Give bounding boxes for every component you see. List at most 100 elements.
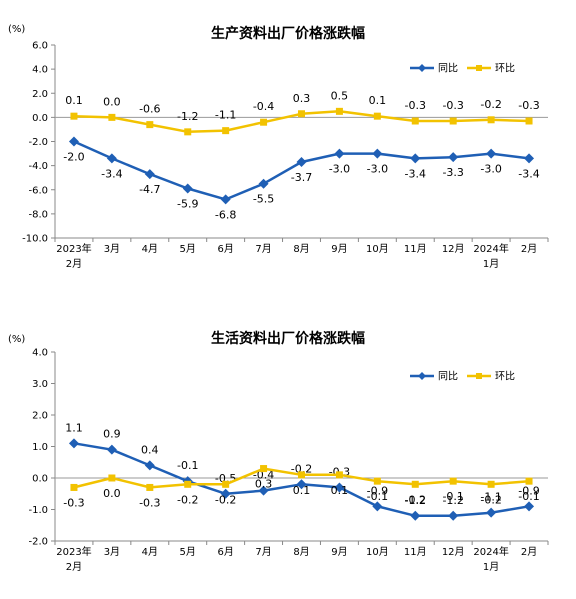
data-point-marker: [411, 117, 419, 125]
legend-item-yoy: 同比: [410, 63, 458, 75]
data-label: 0.4: [141, 443, 159, 456]
data-point-marker: [448, 510, 459, 521]
x-tick-label: 7月: [255, 243, 271, 255]
data-point-marker: [184, 128, 192, 136]
y-tick-label: 0.0: [32, 474, 48, 485]
y-tick-label: 2.0: [32, 411, 48, 422]
x-tick-label: 4月: [142, 243, 158, 255]
x-tick-label: 7月: [255, 546, 271, 558]
data-point-marker: [260, 118, 268, 126]
data-point-marker: [106, 444, 117, 455]
data-label: -3.4: [518, 167, 539, 180]
data-point-marker: [146, 121, 154, 129]
data-point-marker: [487, 116, 495, 124]
data-label: 0.3: [255, 478, 273, 491]
data-label: 0.0: [103, 487, 121, 500]
x-tick-label: 11月: [404, 243, 427, 255]
consumer-goods-chart: 生活资料出厂价格涨跌幅 (%) 4.0 3.0 2.0 1.0 0.0 -1.0 -2.0 202…: [0, 300, 576, 599]
data-point-marker: [335, 471, 343, 479]
legend-label: 同比: [438, 371, 458, 383]
data-label: 0.5: [331, 89, 349, 102]
data-point-marker: [298, 110, 305, 118]
x-tick-label: 9月: [331, 546, 347, 558]
x-tick-label: 2023年 2月: [56, 545, 91, 573]
data-point-marker: [258, 485, 269, 496]
data-point-marker: [524, 501, 535, 512]
data-label: -0.2: [215, 493, 236, 506]
data-label: -3.3: [442, 166, 463, 179]
data-point-marker: [108, 474, 116, 482]
y-unit-label: (%): [8, 24, 25, 35]
legend-label: 环比: [495, 371, 515, 383]
y-tick-label: 3.0: [32, 379, 48, 390]
y-tick-label: -4.0: [28, 161, 48, 172]
data-point-marker: [334, 148, 345, 159]
data-label: 0.1: [65, 94, 83, 107]
data-label: -0.9: [367, 484, 388, 497]
chart-title: 生活资料出厂价格涨跌幅: [211, 330, 365, 347]
data-label: -1.2: [405, 494, 426, 507]
x-tick-label: 4月: [142, 546, 158, 558]
data-point-marker: [260, 465, 268, 473]
data-label: -6.8: [215, 208, 236, 221]
data-point-marker: [68, 438, 79, 449]
x-tick-label: 8月: [293, 243, 309, 255]
data-point-marker: [334, 482, 345, 493]
data-label: -0.3: [63, 496, 84, 509]
x-tick-label: 6月: [217, 243, 233, 255]
data-label: -0.1: [518, 490, 539, 503]
data-point-marker: [525, 477, 533, 485]
x-tick-label: 2月: [521, 243, 537, 255]
data-label: -1.1: [215, 109, 236, 122]
data-point-marker: [524, 153, 535, 164]
data-point-marker: [258, 178, 269, 189]
data-label: -0.2: [480, 493, 501, 506]
data-label: -0.2: [405, 493, 426, 506]
data-point-marker: [410, 153, 421, 164]
data-label: -5.9: [177, 198, 198, 211]
data-label: -0.1: [367, 490, 388, 503]
data-label: -3.0: [329, 163, 350, 176]
x-tick-label: 5月: [180, 546, 196, 558]
data-point-marker: [182, 183, 193, 194]
data-point-marker: [448, 152, 459, 163]
chart-title: 生产资料出厂价格涨跌幅: [211, 25, 365, 42]
data-point-marker: [449, 477, 457, 485]
y-tick-label: -2.0: [28, 137, 48, 148]
data-point-marker: [373, 112, 381, 120]
x-tick-label: 2024年 1月: [473, 242, 508, 270]
y-tick-label: -6.0: [28, 185, 48, 196]
data-label: -0.1: [442, 490, 463, 503]
data-label: -3.4: [405, 167, 426, 180]
data-label: -0.3: [442, 99, 463, 112]
data-point-marker: [106, 153, 117, 164]
y-tick-label: -10.0: [22, 234, 48, 245]
data-label: -0.2: [291, 462, 312, 475]
data-label: -0.1: [177, 459, 198, 472]
x-tick-label: 2月: [521, 546, 537, 558]
y-tick-label: 0.0: [32, 113, 48, 124]
data-label: -0.6: [139, 103, 160, 116]
data-point-marker: [373, 477, 381, 485]
data-point-marker: [296, 157, 307, 168]
data-label: -0.3: [405, 99, 426, 112]
y-tick-label: -2.0: [28, 537, 48, 548]
x-tick-label: 11月: [404, 546, 427, 558]
x-tick-label: 9月: [331, 243, 347, 255]
data-point-marker: [144, 460, 155, 471]
data-label: 0.3: [293, 92, 311, 105]
x-tick-label: 10月: [366, 546, 389, 558]
y-unit-label: (%): [8, 334, 25, 345]
x-tick-label: 5月: [180, 243, 196, 255]
data-point-marker: [486, 507, 497, 518]
data-point-marker: [68, 136, 79, 147]
y-tick-label: 2.0: [32, 89, 48, 100]
data-label: -0.2: [480, 98, 501, 111]
data-label: -3.0: [367, 163, 388, 176]
data-label: -0.2: [177, 493, 198, 506]
data-point-marker: [449, 117, 457, 125]
y-tick-label: 4.0: [32, 348, 48, 359]
chart-svg-1: 生产资料出厂价格涨跌幅 (%) 6.0 4.0 2.0 0.0 -2.0 -4.0 -6.0 -8…: [8, 24, 549, 270]
data-point-marker: [486, 148, 497, 159]
data-point-marker: [525, 117, 533, 125]
